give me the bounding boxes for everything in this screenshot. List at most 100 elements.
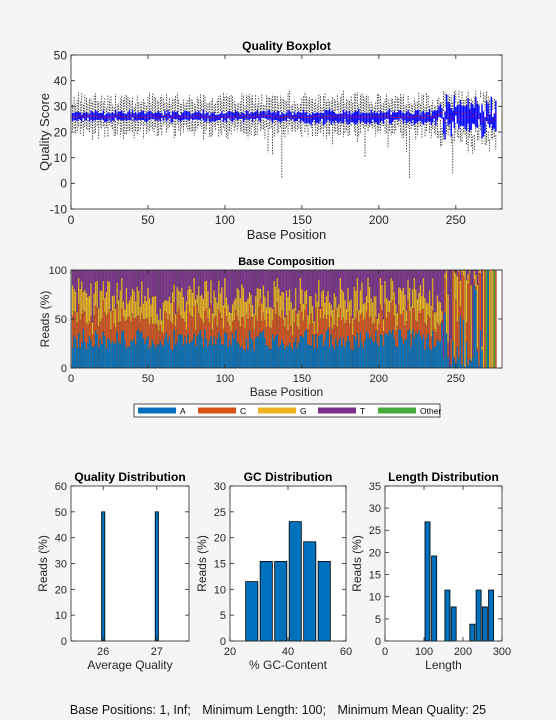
composition-segment-a bbox=[388, 330, 391, 369]
composition-segment-t bbox=[194, 269, 197, 300]
composition-segment-c bbox=[174, 326, 177, 345]
composition-segment-c bbox=[148, 324, 151, 350]
composition-segment-t bbox=[371, 269, 374, 303]
composition-segment-a bbox=[471, 357, 474, 369]
composition-segment-a bbox=[205, 339, 208, 369]
x-tick-label: 300 bbox=[493, 646, 511, 658]
composition-segment-c bbox=[424, 322, 426, 350]
y-tick-label: 0 bbox=[375, 636, 381, 648]
boxplot-box bbox=[196, 112, 198, 120]
composition-segment-c bbox=[438, 325, 440, 342]
composition-segment-g bbox=[453, 271, 456, 357]
composition-segment-c bbox=[451, 270, 454, 342]
composition-segment-t bbox=[151, 269, 154, 297]
composition-segment-t bbox=[256, 269, 259, 288]
composition-segment-c bbox=[422, 309, 425, 335]
composition-segment-t bbox=[168, 269, 171, 297]
composition-segment-t bbox=[124, 269, 126, 310]
boxplot-box bbox=[404, 114, 406, 121]
boxplot-box bbox=[427, 112, 429, 121]
boxplot-box bbox=[458, 104, 460, 130]
composition-segment-a bbox=[291, 349, 294, 369]
composition-segment-t bbox=[342, 269, 345, 293]
composition-segment-c bbox=[156, 324, 158, 345]
y-tick-label: 20 bbox=[369, 547, 381, 559]
boxplot-box bbox=[105, 113, 108, 122]
composition-segment-t bbox=[247, 269, 249, 299]
composition-segment-a bbox=[362, 348, 365, 369]
composition-segment-a bbox=[316, 347, 319, 369]
composition-segment-g bbox=[127, 303, 129, 318]
composition-segment-c bbox=[468, 273, 471, 360]
composition-segment-a bbox=[99, 338, 102, 369]
composition-segment-a bbox=[250, 337, 252, 369]
composition-segment-g bbox=[130, 296, 132, 322]
boxplot-box bbox=[331, 110, 334, 122]
composition-segment-a bbox=[307, 344, 309, 369]
composition-segment-g bbox=[313, 321, 315, 335]
legend-swatch-a bbox=[138, 407, 176, 414]
composition-segment-t bbox=[433, 269, 436, 313]
composition-segment-t bbox=[390, 269, 392, 278]
composition-segment-a bbox=[436, 339, 439, 369]
quality-boxplot-y-axis-label: Quality Score bbox=[37, 93, 52, 171]
composition-segment-g bbox=[488, 269, 491, 369]
composition-segment-c bbox=[207, 318, 209, 347]
boxplot-box bbox=[390, 114, 392, 125]
composition-segment-a bbox=[107, 338, 109, 369]
composition-segment-c bbox=[330, 316, 332, 335]
composition-segment-t bbox=[367, 269, 369, 278]
quality-boxplot-x-axis-label: Base Position bbox=[247, 227, 327, 242]
composition-segment-t bbox=[185, 269, 188, 302]
boxplot-box bbox=[305, 111, 308, 124]
composition-segment-c bbox=[77, 303, 80, 334]
composition-segment-c bbox=[355, 317, 357, 341]
composition-segment-g bbox=[361, 282, 363, 314]
boxplot-box bbox=[359, 113, 362, 124]
x-tick-label: 27 bbox=[151, 646, 163, 658]
boxplot-box bbox=[251, 113, 254, 122]
composition-segment-t bbox=[145, 269, 148, 301]
boxplot-box bbox=[375, 112, 377, 123]
composition-segment-a bbox=[405, 338, 408, 369]
composition-segment-g bbox=[105, 291, 108, 316]
composition-segment-t bbox=[207, 269, 209, 292]
composition-segment-g bbox=[433, 312, 436, 330]
composition-segment-g bbox=[402, 287, 405, 311]
composition-segment-a bbox=[325, 331, 328, 369]
boxplot-box bbox=[211, 113, 214, 121]
composition-segment-g bbox=[407, 279, 409, 301]
composition-segment-g bbox=[378, 313, 380, 325]
composition-segment-a bbox=[127, 346, 129, 369]
composition-segment-g bbox=[102, 280, 105, 301]
composition-segment-a bbox=[108, 339, 111, 369]
boxplot-box bbox=[156, 112, 158, 122]
composition-segment-g bbox=[351, 318, 354, 336]
composition-segment-c bbox=[202, 323, 205, 348]
boxplot-box bbox=[174, 112, 177, 120]
composition-segment-a bbox=[402, 343, 405, 369]
length-distribution-bar bbox=[450, 606, 457, 642]
composition-segment-g bbox=[238, 289, 240, 321]
composition-segment-g bbox=[150, 304, 152, 318]
composition-segment-t bbox=[210, 269, 212, 281]
x-tick-label: 26 bbox=[97, 646, 109, 658]
composition-segment-g bbox=[324, 302, 326, 315]
y-tick-label: 25 bbox=[214, 507, 226, 519]
composition-segment-t bbox=[96, 269, 98, 281]
composition-segment-a bbox=[279, 344, 282, 369]
composition-segment-g bbox=[298, 310, 300, 330]
composition-segment-t bbox=[405, 269, 408, 311]
base-composition-legend: A C G T Other bbox=[133, 403, 441, 418]
composition-segment-t bbox=[101, 269, 103, 291]
composition-segment-g bbox=[111, 295, 114, 312]
composition-segment-g bbox=[391, 280, 394, 300]
composition-segment-t bbox=[428, 269, 431, 291]
composition-segment-g bbox=[265, 307, 268, 327]
composition-segment-t bbox=[465, 269, 468, 281]
composition-segment-a bbox=[222, 344, 225, 369]
legend-label-a: A bbox=[180, 406, 186, 416]
composition-segment-c bbox=[318, 306, 320, 337]
composition-segment-a bbox=[253, 350, 255, 369]
base-composition-x-axis-label: Base Position bbox=[250, 385, 323, 399]
